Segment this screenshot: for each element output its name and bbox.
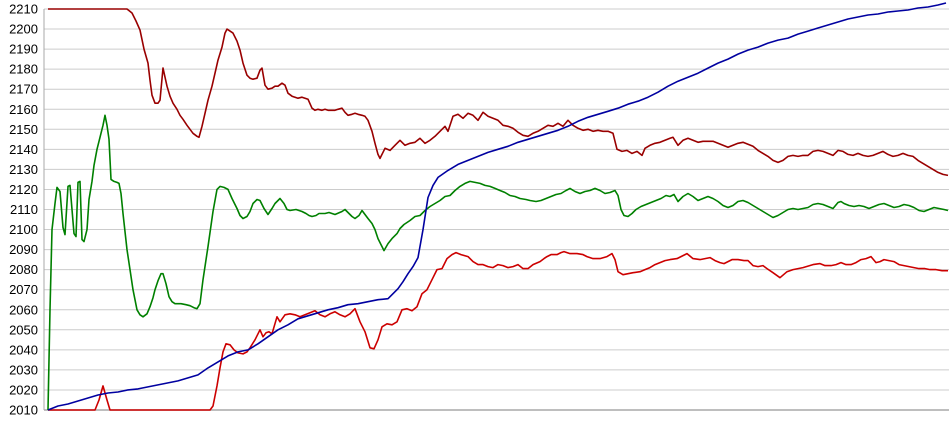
y-axis-labels: 2210 2200 2190 2180 2170 2160 2150 2140 2130 2120… — [9, 2, 38, 418]
y-tick-label-2010: 2010 — [9, 403, 38, 418]
y-tick-label-2080: 2080 — [9, 262, 38, 277]
series-cumulative-blue — [47, 2, 947, 411]
series-lines — [47, 2, 949, 411]
series-middle-green — [47, 114, 949, 411]
y-tick-label-2060: 2060 — [9, 302, 38, 317]
y-tick-label-2040: 2040 — [9, 342, 38, 357]
y-tick-label-2200: 2200 — [9, 22, 38, 37]
series-lower-band-red — [48, 250, 948, 411]
y-tick-label-2190: 2190 — [9, 42, 38, 57]
y-tick-label-2180: 2180 — [9, 62, 38, 77]
series-upper-band-dark-red — [48, 8, 949, 177]
y-tick-label-2140: 2140 — [9, 142, 38, 157]
y-tick-label-2150: 2150 — [9, 122, 38, 137]
y-tick-label-2090: 2090 — [9, 242, 38, 257]
y-tick-label-2020: 2020 — [9, 382, 38, 397]
y-tick-label-2160: 2160 — [9, 102, 38, 117]
y-tick-label-2110: 2110 — [10, 202, 38, 217]
y-tick-label-2120: 2120 — [9, 182, 38, 197]
y-tick-label-2130: 2130 — [9, 162, 38, 177]
gridlines — [44, 8, 949, 391]
y-tick-label-2030: 2030 — [9, 362, 38, 377]
y-tick-label-2070: 2070 — [9, 282, 38, 297]
y-tick-label-2100: 2100 — [9, 222, 38, 237]
y-tick-label-2210: 2210 — [9, 2, 38, 17]
y-tick-label-2050: 2050 — [9, 322, 38, 337]
y-tick-label-2170: 2170 — [9, 82, 38, 97]
